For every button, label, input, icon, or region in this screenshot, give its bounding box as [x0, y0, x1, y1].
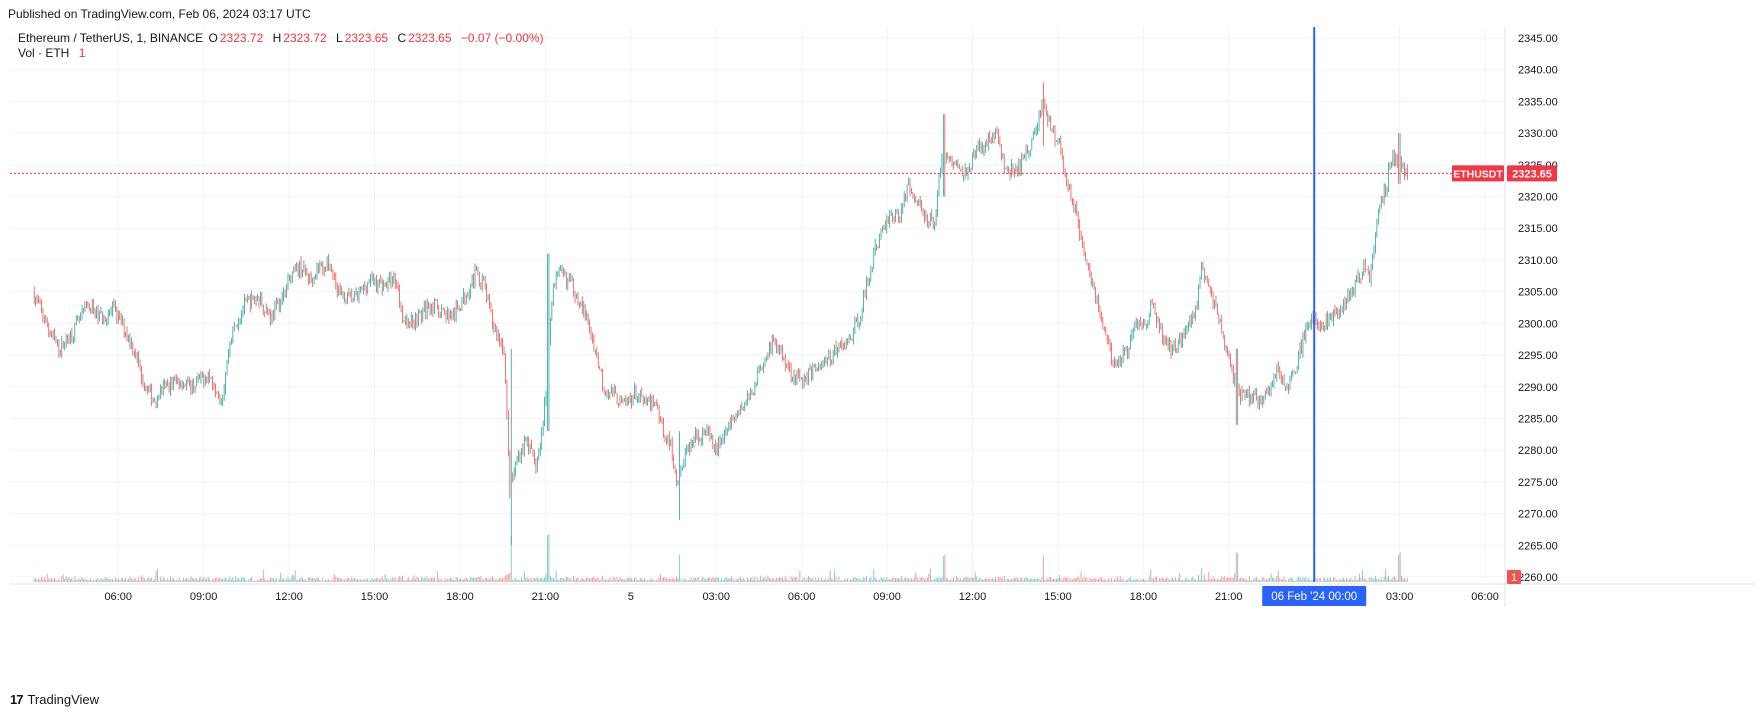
price-tick-label: 2310.00 — [1518, 255, 1558, 267]
time-tick-label: 06:00 — [788, 591, 816, 603]
time-tick-label: 12:00 — [959, 591, 987, 603]
time-tick-label: 06:00 — [104, 591, 132, 603]
high-label: H — [272, 31, 282, 45]
grid-lines — [10, 27, 1505, 582]
price-badge — [1507, 165, 1557, 182]
high-value: 2323.72 — [283, 31, 327, 45]
change-value: −0.07 (−0.00%) — [460, 31, 544, 45]
price-tick-label: 2345.00 — [1518, 33, 1558, 45]
volume-label[interactable]: Vol · ETH — [18, 46, 70, 60]
cursor-time-text: 06 Feb '24 00:00 — [1271, 591, 1357, 603]
price-tick-label: 2295.00 — [1518, 350, 1558, 362]
time-tick-label: 5 — [628, 591, 634, 603]
price-tick-label: 2285.00 — [1518, 413, 1558, 425]
symbol-legend[interactable]: Ethereum / TetherUS, 1, BINANCE O 2323.72… — [18, 31, 550, 45]
price-tick-label: 2335.00 — [1518, 96, 1558, 108]
time-tick-label: 03:00 — [702, 591, 730, 603]
time-tick-label: 12:00 — [275, 591, 303, 603]
symbol-badge — [1452, 165, 1504, 182]
time-tick-label: 09:00 — [873, 591, 901, 603]
time-tick-label: 15:00 — [1044, 591, 1072, 603]
price-tick-label: 2320.00 — [1518, 192, 1558, 204]
time-axis: 06:00 09:00 12:00 15:00 18:00 21:00 5 03:00 06:0… — [10, 583, 1755, 603]
price-tick-label: 2315.00 — [1518, 223, 1558, 235]
price-tick-label: 2290.00 — [1518, 382, 1558, 394]
time-tick-label: 18:00 — [1130, 591, 1158, 603]
low-value: 2323.65 — [344, 31, 389, 45]
price-badge-text: 2323.65 — [1512, 168, 1552, 180]
close-value: 2323.65 — [408, 31, 452, 45]
time-tick-label: 18:00 — [446, 591, 474, 603]
tradingview-brand: TradingView — [27, 692, 100, 707]
price-tick-label: 2275.00 — [1518, 477, 1558, 489]
price-axis: 2345.002340.002335.002330.002325.002320.… — [1504, 27, 1558, 607]
time-tick-label: 15:00 — [361, 591, 389, 603]
chart-area[interactable]: 2345.002340.002335.002330.002325.002320.… — [10, 27, 1755, 682]
price-tick-label: 2265.00 — [1518, 540, 1558, 552]
price-tick-label: 2270.00 — [1518, 509, 1558, 521]
tradingview-mark-icon: 17 — [10, 692, 24, 707]
axis-badges: ETHUSDT 2323.65 1 06 Feb '24 00:00 — [1262, 165, 1557, 606]
price-chart-svg[interactable]: 2345.002340.002335.002330.002325.002320.… — [10, 27, 1755, 682]
price-tick-label: 2300.00 — [1518, 318, 1558, 330]
open-value: 2323.72 — [219, 31, 264, 45]
open-label: O — [208, 31, 218, 45]
price-tick-label: 2280.00 — [1518, 445, 1558, 457]
close-label: C — [397, 31, 407, 45]
time-tick-label: 09:00 — [190, 591, 218, 603]
volume-badge-text: 1 — [1511, 572, 1517, 584]
price-tick-label: 2260.00 — [1518, 572, 1558, 584]
symbol-badge-text: ETHUSDT — [1453, 168, 1503, 180]
symbol-name[interactable]: Ethereum / TetherUS, 1, BINANCE — [18, 31, 204, 45]
price-tick-label: 2340.00 — [1518, 65, 1558, 77]
volume-legend[interactable]: Vol · ETH 1 — [18, 46, 91, 60]
time-tick-label: 03:00 — [1386, 591, 1414, 603]
cursor-time-badge — [1262, 586, 1367, 606]
candlesticks — [33, 82, 1408, 546]
volume-histogram — [33, 534, 1408, 582]
time-tick-label: 06:00 — [1471, 591, 1499, 603]
time-tick-label: 21:00 — [532, 591, 560, 603]
price-tick-label: 2330.00 — [1518, 128, 1558, 140]
price-tick-label: 2305.00 — [1518, 287, 1558, 299]
time-tick-label: 21:00 — [1215, 591, 1243, 603]
tradingview-logo[interactable]: 17 TradingView — [10, 692, 99, 707]
published-label: Published on TradingView.com, Feb 06, 20… — [8, 7, 311, 21]
volume-badge — [1507, 570, 1521, 584]
low-label: L — [336, 31, 343, 45]
volume-value: 1 — [78, 46, 86, 60]
